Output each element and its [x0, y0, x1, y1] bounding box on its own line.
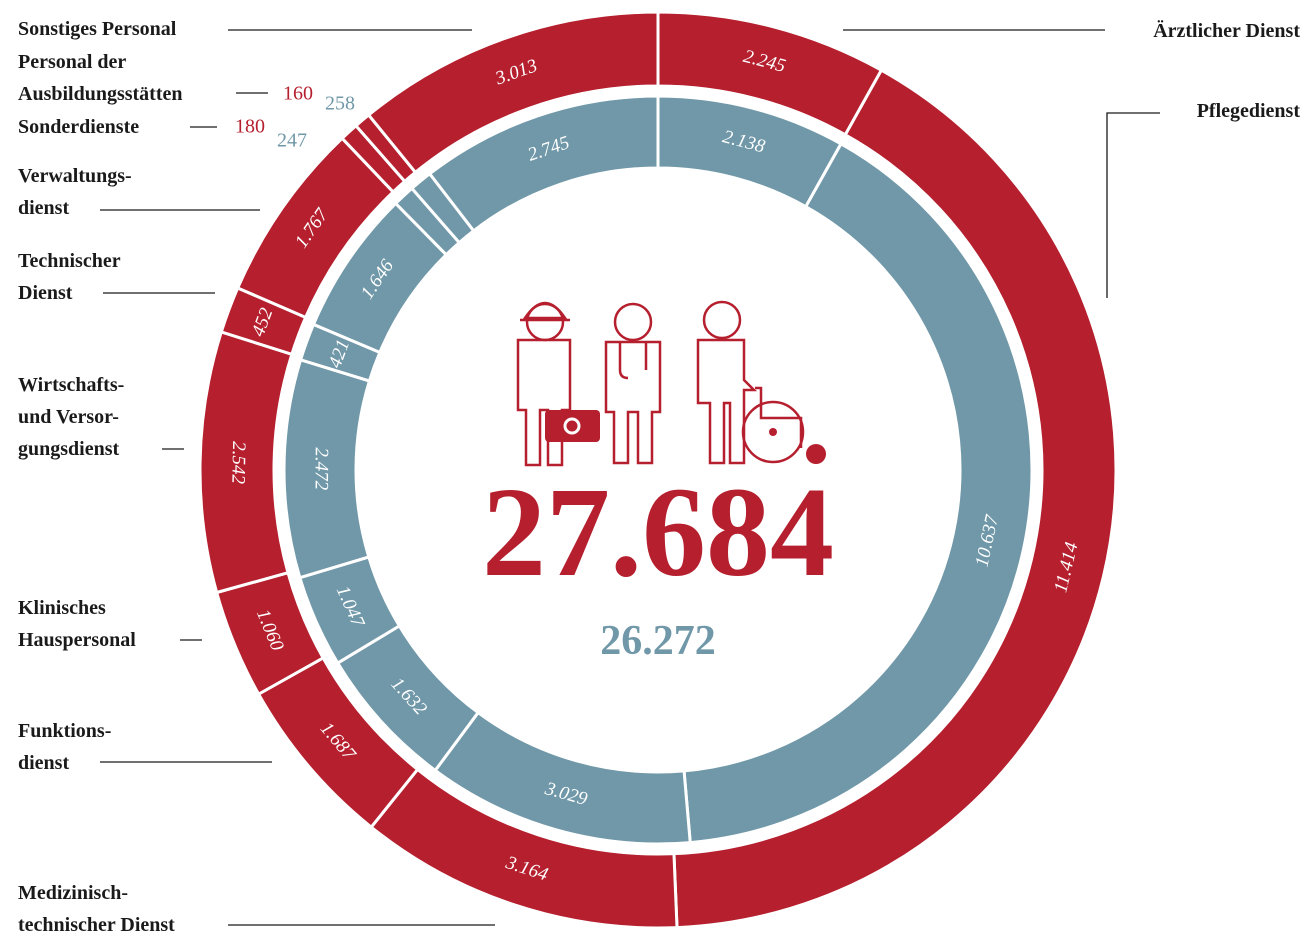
value-label: 2.472 [311, 447, 332, 490]
value-label: 180 [235, 116, 265, 138]
value-label: 247 [277, 130, 307, 152]
total: 27.684 [482, 461, 834, 603]
category-label: gungsdienst [18, 438, 119, 460]
category-label: Wirtschafts- [18, 374, 124, 396]
category-label: Sonstiges Personal [18, 18, 177, 40]
category-label: Hauspersonal [18, 629, 136, 651]
category-label: und Versor- [18, 406, 119, 428]
category-label: Verwaltungs- [18, 165, 132, 187]
total: 26.272 [600, 618, 716, 664]
segment [682, 141, 1034, 845]
category-label: Dienst [18, 282, 73, 304]
category-label: Personal der [18, 51, 126, 73]
category-label: Funktions- [18, 720, 111, 742]
category-label: Ärztlicher Dienst [1153, 19, 1300, 42]
leader-line [1106, 112, 1160, 298]
category-label: Pflegedienst [1197, 100, 1301, 122]
category-label: dienst [18, 197, 69, 219]
category-label: Ausbildungsstätten [18, 83, 183, 105]
value-label: 160 [283, 83, 313, 105]
category-label: Medizinisch- [18, 882, 128, 904]
category-label: Technischer [18, 250, 121, 272]
value-label: 258 [325, 93, 355, 115]
segment [672, 68, 1118, 930]
segment [427, 94, 660, 233]
segment [366, 10, 660, 175]
category-label: technischer Dienst [18, 914, 175, 933]
category-label: dienst [18, 752, 69, 774]
category-label: Sonderdienste [18, 116, 139, 138]
value-label: 2.542 [227, 441, 249, 485]
icons [516, 300, 826, 467]
category-label: Klinisches [18, 597, 106, 619]
